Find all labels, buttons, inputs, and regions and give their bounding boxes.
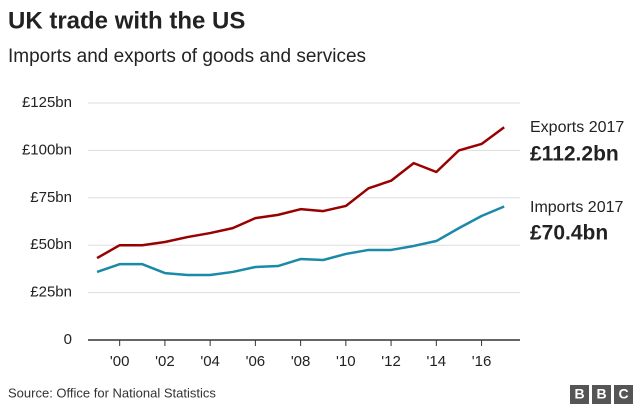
- series-line: [96, 205, 505, 277]
- chart-subtitle: Imports and exports of goods and service…: [8, 46, 366, 67]
- chart-title: UK trade with the US: [8, 7, 245, 34]
- logo-box: [592, 385, 611, 404]
- y-tick-label: £100bn: [22, 141, 72, 158]
- x-tick-label: '08: [291, 353, 311, 370]
- y-tick-label: 0: [64, 331, 72, 348]
- source: Source: Office for National Statistics: [8, 385, 216, 400]
- logo-box: [614, 385, 633, 404]
- logo-letter: B: [596, 386, 606, 402]
- annotation-value: £70.4bn: [530, 222, 608, 245]
- annotation-value: £112.2bn: [530, 143, 619, 166]
- x-tick-label: '00: [110, 353, 130, 370]
- series-line: [96, 126, 505, 260]
- x-tick-label: '02: [155, 353, 175, 370]
- x-tick-label: '06: [246, 353, 266, 370]
- x-tick-label: '14: [427, 353, 447, 370]
- logo-box: [570, 385, 589, 404]
- y-tick-label: £75bn: [30, 189, 72, 206]
- y-tick-label: £50bn: [30, 236, 72, 253]
- logo-letter: C: [618, 386, 628, 402]
- y-tick-label: £125bn: [22, 94, 72, 111]
- logo-letter: B: [574, 386, 584, 402]
- y-tick-label: £25bn: [30, 284, 72, 301]
- annotation-label: Imports 2017: [530, 199, 623, 216]
- annotation-label: Exports 2017: [530, 119, 624, 136]
- x-tick-label: '16: [472, 353, 492, 370]
- x-tick-label: '04: [200, 353, 220, 370]
- x-tick-label: '12: [381, 353, 401, 370]
- x-tick-label: '10: [336, 353, 356, 370]
